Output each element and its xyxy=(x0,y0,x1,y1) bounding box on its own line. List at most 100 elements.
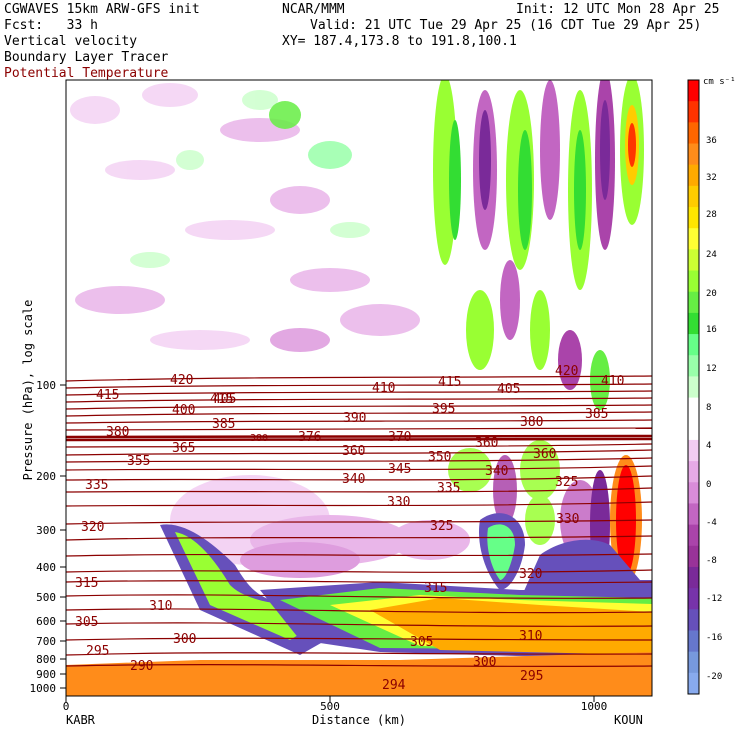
y-tick-label: 900 xyxy=(36,668,56,681)
field-vertical-velocity: Vertical velocity xyxy=(4,34,138,49)
theta-label: 380 xyxy=(520,415,543,430)
colorbar-swatch xyxy=(688,101,699,123)
y-tick-label: 100 xyxy=(36,379,56,392)
colorbar-swatch xyxy=(688,630,699,653)
colorbar-swatch xyxy=(688,672,699,695)
y-tick-label: 1000 xyxy=(30,682,57,695)
colorbar-label: 24 xyxy=(706,250,717,260)
org-label: NCAR/MMM xyxy=(282,2,345,17)
theta-label: 320 xyxy=(81,520,104,535)
colorbar-swatch xyxy=(688,355,699,377)
theta-label: 300 xyxy=(473,655,496,670)
theta-label: 310 xyxy=(519,629,542,644)
x-axis-labels: 0 500 1000 xyxy=(63,700,608,713)
colorbar-swatch xyxy=(688,588,699,610)
x-axis-title: Distance (km) xyxy=(312,713,406,727)
colorbar-swatch xyxy=(688,80,699,102)
colorbar-swatch xyxy=(688,122,699,145)
y-tick-label: 600 xyxy=(36,615,56,628)
colorbar-label: -4 xyxy=(706,518,717,528)
theta-label: 415 xyxy=(96,388,119,403)
theta-label: 320 xyxy=(519,567,542,582)
theta-label: 370 xyxy=(388,430,411,445)
theta-label: 360 xyxy=(475,436,498,451)
plot-frame xyxy=(65,79,653,697)
x-tick-label: 500 xyxy=(320,700,340,713)
theta-label: 295 xyxy=(520,669,543,684)
colorbar-label: -12 xyxy=(706,594,722,604)
colorbar-label: 32 xyxy=(706,173,717,183)
theta-label: 294 xyxy=(382,678,406,693)
theta-label: 420 xyxy=(555,364,578,379)
forecast-hour: Fcst: 33 h xyxy=(4,18,98,33)
theta-label: 345 xyxy=(388,462,411,477)
theta-label: 300 xyxy=(173,632,196,647)
valid-time: Valid: 21 UTC Tue 29 Apr 25 (16 CDT Tue … xyxy=(310,18,702,33)
colorbar-swatch xyxy=(688,503,699,526)
theta-label: 365 xyxy=(172,441,195,456)
theta-label: 315 xyxy=(424,581,447,596)
colorbar-swatch xyxy=(688,397,699,420)
theta-label: 405 xyxy=(213,392,236,407)
theta-label: 360 xyxy=(533,447,556,462)
colorbar xyxy=(687,79,700,695)
colorbar-frame xyxy=(687,79,700,695)
colorbar-label: 4 xyxy=(706,441,711,451)
colorbar-swatch xyxy=(688,461,699,483)
theta-label: 335 xyxy=(437,481,460,496)
colorbar-swatch xyxy=(688,164,699,187)
colorbar-swatch xyxy=(688,609,699,631)
colorbar-swatch xyxy=(688,312,699,335)
colorbar-swatch xyxy=(688,376,699,399)
theta-label: 310 xyxy=(149,599,172,614)
colorbar-labels: 36 32 28 24 20 16 12 8 4 0 -4 -8 -12 -16… xyxy=(706,136,722,682)
model-title: CGWAVES 15km ARW-GFS init xyxy=(4,2,200,17)
theta-label: 380 xyxy=(250,433,268,444)
colorbar-swatch xyxy=(688,651,699,674)
theta-label: 295 xyxy=(86,644,109,659)
colorbar-swatch xyxy=(688,439,699,462)
left-station-label: KABR xyxy=(66,713,96,727)
y-tick-label: 400 xyxy=(36,561,56,574)
theta-label: 360 xyxy=(342,444,365,459)
theta-label: 290 xyxy=(130,659,153,674)
theta-label: 390 xyxy=(343,411,366,426)
theta-label: 340 xyxy=(485,464,508,479)
y-tick-label: 700 xyxy=(36,635,56,648)
x-tick-label: 0 xyxy=(63,700,70,713)
theta-label: 330 xyxy=(556,512,579,527)
cross-section-xy: XY= 187.4,173.8 to 191.8,100.1 xyxy=(282,34,517,49)
theta-label: 325 xyxy=(555,475,578,490)
colorbar-swatch xyxy=(688,249,699,272)
theta-label: 335 xyxy=(85,478,108,493)
theta-label: 330 xyxy=(387,495,410,510)
colorbar-label: 0 xyxy=(706,480,711,490)
x-axis-ticks xyxy=(65,696,595,702)
colorbar-swatch xyxy=(688,566,699,589)
theta-label: 405 xyxy=(497,382,520,397)
theta-label: 415 xyxy=(438,375,461,390)
theta-label: 410 xyxy=(372,381,395,396)
colorbar-swatch xyxy=(688,334,699,356)
field-potential-temperature: Potential Temperature xyxy=(4,66,169,81)
y-tick-label: 200 xyxy=(36,470,56,483)
colorbar-label: -20 xyxy=(706,672,722,682)
right-station-label: KOUN xyxy=(614,713,643,727)
x-tick-label: 1000 xyxy=(581,700,608,713)
theta-label: 385 xyxy=(585,407,608,422)
colorbar-swatch xyxy=(688,185,699,208)
theta-label: 325 xyxy=(430,519,453,534)
colorbar-label: -16 xyxy=(706,633,722,643)
y-axis-ticks xyxy=(60,384,66,689)
colorbar-swatch xyxy=(688,545,699,568)
colorbar-swatch xyxy=(688,524,699,547)
colorbar-label: 28 xyxy=(706,210,717,220)
y-tick-label: 800 xyxy=(36,653,56,666)
field-boundary-layer-tracer: Boundary Layer Tracer xyxy=(4,50,169,65)
theta-label: 315 xyxy=(75,576,98,591)
colorbar-swatch xyxy=(688,228,699,250)
theta-label-group: 420 415 410 415 405 420 410 415 400 405 … xyxy=(75,364,624,693)
theta-label: 385 xyxy=(212,417,235,432)
colorbar-label: 12 xyxy=(706,364,717,374)
